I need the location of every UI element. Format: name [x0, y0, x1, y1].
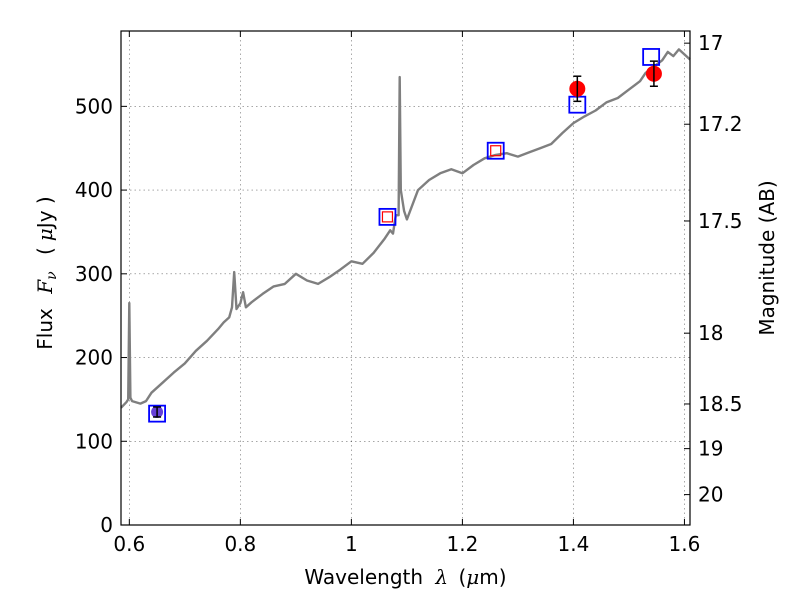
y2-tick-label: 18.5 [698, 392, 743, 416]
x-tick-label: 1.4 [558, 532, 590, 556]
model-square [486, 141, 505, 160]
x-axis-symbol: λ [434, 565, 448, 589]
y-tick-label: 500 [75, 94, 113, 118]
x-axis-unit-mu: μ [466, 565, 479, 589]
y-axis-unit-mu: μ [33, 228, 57, 241]
y-tick-label: 300 [75, 262, 113, 286]
x-tick-label: 1 [345, 532, 358, 556]
model-square-inner [381, 211, 394, 223]
model-square-inner [490, 145, 502, 157]
y-axis-symbol: F [33, 279, 57, 295]
y-axis-unit-rest: Jy ) [33, 196, 57, 230]
y-tick-label: 400 [75, 178, 113, 202]
x-axis-unit-open: ( [458, 565, 466, 589]
x-axis-unit-rest: m) [479, 565, 506, 589]
y2-tick-label: 17.2 [698, 112, 743, 136]
x-tick-label: 0.6 [113, 532, 145, 556]
y2-tick-label: 20 [698, 483, 723, 507]
x-tick-label: 1.2 [446, 532, 478, 556]
y-axis-unit-open: ( [33, 247, 57, 255]
y2-tick-label: 18 [698, 321, 723, 345]
plot-frame [120, 30, 691, 526]
tick-layer: 0.6 0.8 1 1.2 1.4 1.6 0 100 200 300 400 500 17 17.2 17… [75, 31, 743, 556]
y2-axis-label: Magnitude (AB) [755, 180, 779, 335]
x-axis-label: Wavelength λ (μm) [304, 565, 506, 589]
y-tick-label: 0 [100, 513, 113, 537]
y-axis-label-text: Flux [33, 308, 57, 350]
model-square [148, 404, 166, 423]
y-axis-label: Flux Fν ( μJy ) [33, 196, 61, 349]
model-square [642, 48, 661, 66]
x-tick-label: 1.6 [669, 532, 701, 556]
y2-tick-label: 17 [698, 31, 723, 55]
y-tick-label: 200 [75, 346, 113, 370]
x-tick-label: 0.8 [224, 532, 256, 556]
model-square [378, 207, 397, 226]
spectrum-line [120, 48, 691, 409]
y2-tick-label: 17.5 [698, 209, 743, 233]
y2-tick-label: 19 [698, 437, 723, 461]
plot-layer [120, 48, 691, 423]
x-axis-label-text: Wavelength [304, 565, 423, 589]
y-tick-label: 100 [75, 429, 113, 453]
y-axis-subscript: ν [44, 271, 60, 280]
